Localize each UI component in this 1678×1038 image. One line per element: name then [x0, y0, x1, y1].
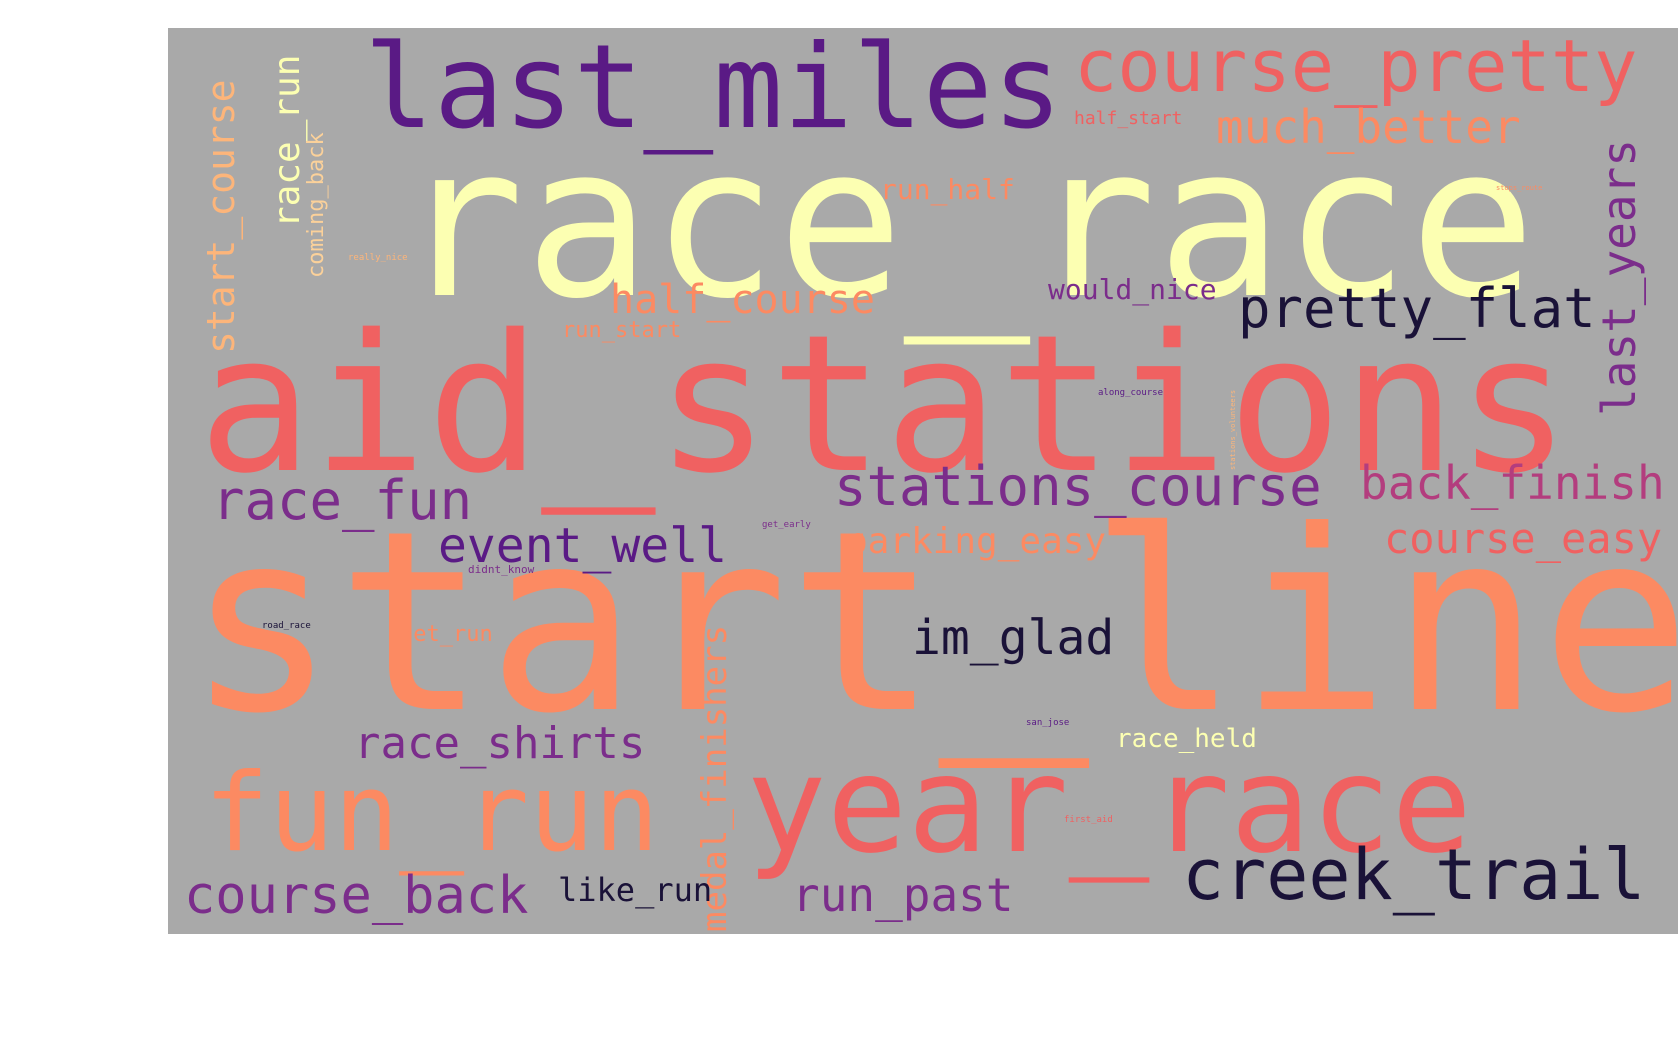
word-coming-back: coming_back	[304, 132, 329, 278]
word-last-miles: last_miles	[364, 28, 1063, 155]
word-really-nice: really_nice	[348, 253, 408, 263]
word-cloud-panel: start_line aid_stations race_race year_r…	[168, 28, 1678, 934]
word-road-race: road_race	[262, 621, 311, 631]
word-san-jose: san_jose	[1026, 718, 1070, 728]
word-race-held: race_held	[1116, 724, 1257, 754]
word-course-easy: course_easy	[1384, 514, 1663, 563]
word-would-nice: would_nice	[1048, 273, 1217, 306]
word-along-course: along_course	[1098, 388, 1164, 398]
word-half-course: half_course	[610, 277, 875, 323]
word-parking-easy: parking_easy	[846, 521, 1107, 562]
word-race-shirts: race_shirts	[354, 718, 646, 769]
word-run-half: run_half	[880, 173, 1015, 206]
word-course-back: course_back	[184, 866, 529, 926]
word-course-pretty: course_pretty	[1074, 28, 1638, 108]
word-event-well: event_well	[438, 518, 727, 574]
word-half-start: half_start	[1074, 108, 1183, 129]
word-aid-stations: aid_stations	[198, 294, 1571, 515]
word-first-aid: first_aid	[1064, 815, 1113, 825]
word-last-years: last_years	[1592, 139, 1646, 416]
word-run-start: run_start	[562, 318, 682, 343]
word-run-past: run_past	[792, 868, 1014, 922]
word-fun-run: fun_run	[204, 751, 660, 876]
word-creek-trail: creek_trail	[1182, 834, 1646, 916]
word-im-glad: im_glad	[912, 610, 1115, 666]
word-race-fun: race_fun	[212, 469, 473, 532]
word-like-run: like_run	[558, 871, 713, 909]
word-start-course: start_course	[199, 79, 243, 354]
word-race-run: race_run	[267, 54, 308, 228]
word-back-finish: back_finish	[1360, 456, 1665, 510]
word-tiny-top-right: stops_route	[1496, 184, 1543, 192]
word-start-line: start_line	[186, 477, 1678, 768]
word-stations-volunteers: stations_volunteers	[1229, 389, 1237, 470]
word-get-early: get_early	[762, 520, 811, 530]
word-much-better: much_better	[1216, 100, 1521, 154]
word-race-race: race_race	[398, 100, 1536, 345]
word-year-race: year_race	[746, 727, 1473, 883]
word-didnt-know: didnt_know	[468, 563, 535, 576]
word-stations-course: stations_course	[834, 455, 1322, 518]
word-get-run: get_run	[400, 622, 493, 647]
word-pretty-flat: pretty_flat	[1238, 277, 1596, 340]
